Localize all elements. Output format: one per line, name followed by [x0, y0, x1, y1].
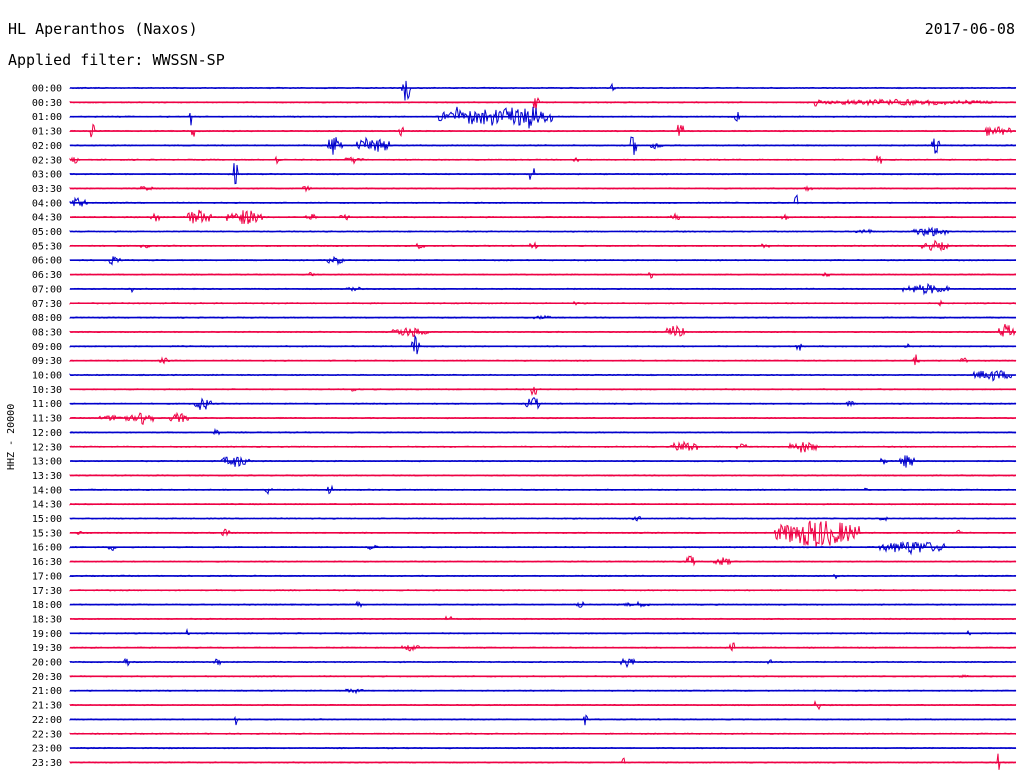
time-label: 12:00 — [32, 428, 62, 439]
time-label: 03:30 — [32, 184, 62, 195]
time-label: 19:30 — [32, 643, 62, 654]
trace-line — [69, 520, 1017, 548]
time-label: 01:00 — [32, 112, 62, 123]
time-label: 04:00 — [32, 198, 62, 209]
time-label: 18:00 — [32, 600, 62, 611]
time-label: 10:00 — [32, 371, 62, 382]
trace-line — [69, 714, 1017, 726]
time-label: 00:00 — [32, 84, 62, 95]
time-label: 01:30 — [32, 127, 62, 138]
filter-label: Applied filter: WWSSN-SP — [8, 51, 225, 69]
time-label: 09:30 — [32, 356, 62, 367]
station-title: HL Aperanthos (Naxos) — [8, 20, 198, 38]
time-label: 18:30 — [32, 614, 62, 625]
time-label: 14:30 — [32, 500, 62, 511]
time-label: 19:00 — [32, 629, 62, 640]
time-label: 23:30 — [32, 758, 62, 769]
time-label: 07:00 — [32, 284, 62, 295]
time-label: 20:00 — [32, 658, 62, 669]
trace-line — [69, 334, 1017, 355]
time-label: 21:30 — [32, 701, 62, 712]
time-label: 08:30 — [32, 327, 62, 338]
trace-line — [69, 354, 1017, 366]
time-label: 14:00 — [32, 485, 62, 496]
time-label: 20:30 — [32, 672, 62, 683]
time-label: 16:00 — [32, 543, 62, 554]
time-label: 06:30 — [32, 270, 62, 281]
trace-line — [69, 194, 1017, 207]
time-label: 13:00 — [32, 457, 62, 468]
trace-line — [69, 80, 1017, 101]
time-label: 17:30 — [32, 586, 62, 597]
time-label: 03:00 — [32, 170, 62, 181]
time-label: 15:30 — [32, 528, 62, 539]
time-label: 21:00 — [32, 686, 62, 697]
trace-line — [69, 323, 1017, 337]
time-label: 02:00 — [32, 141, 62, 152]
time-label: 22:00 — [32, 715, 62, 726]
time-label: 11:30 — [32, 414, 62, 425]
time-label: 09:00 — [32, 342, 62, 353]
time-label: 17:00 — [32, 571, 62, 582]
time-label: 00:30 — [32, 98, 62, 109]
trace-line — [69, 97, 1017, 111]
time-label: 05:30 — [32, 241, 62, 252]
time-label: 04:30 — [32, 213, 62, 224]
trace-line — [69, 106, 1017, 129]
time-label: 13:30 — [32, 471, 62, 482]
time-label: 06:00 — [32, 256, 62, 267]
time-label: 11:00 — [32, 399, 62, 410]
time-label: 23:00 — [32, 744, 62, 755]
trace-line — [69, 386, 1017, 397]
time-label: 22:30 — [32, 729, 62, 740]
time-label: 12:30 — [32, 442, 62, 453]
time-label: 15:00 — [32, 514, 62, 525]
time-label: 07:30 — [32, 299, 62, 310]
date-label: 2017-06-08 — [924, 20, 1015, 38]
time-label: 16:30 — [32, 557, 62, 568]
trace-line — [69, 657, 1017, 669]
time-label: 05:00 — [32, 227, 62, 238]
time-label: 10:30 — [32, 385, 62, 396]
time-label: 08:00 — [32, 313, 62, 324]
trace-line — [69, 555, 1017, 567]
time-label: 02:30 — [32, 155, 62, 166]
